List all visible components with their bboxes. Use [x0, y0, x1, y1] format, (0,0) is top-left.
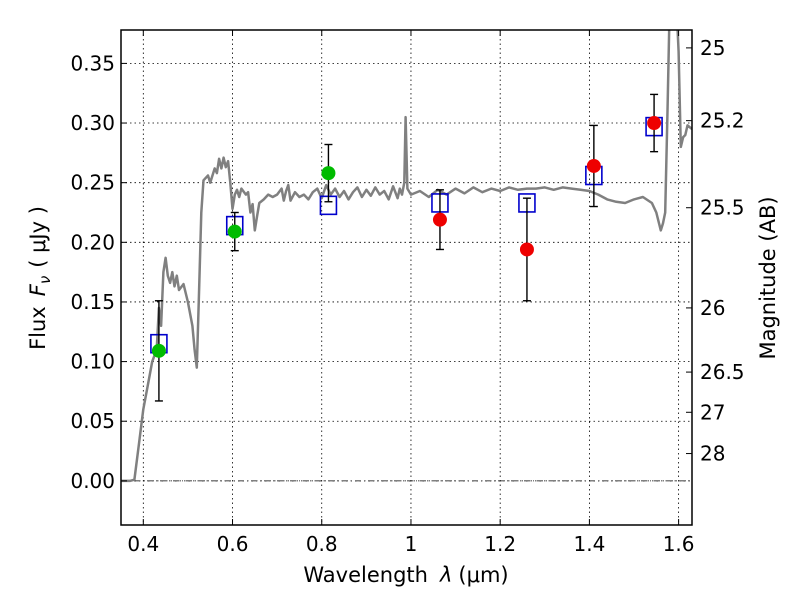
y-tick-label: 0.05 — [70, 409, 115, 433]
y-axis-label: FluxFν( μJy ) — [26, 206, 54, 350]
green-point — [227, 224, 242, 239]
x-tick-label: 0.8 — [306, 532, 338, 556]
x-axis-label: Wavelength λ (μm) — [303, 563, 508, 587]
red-point — [519, 242, 534, 257]
y-tick-label: 0.35 — [70, 51, 115, 75]
red-point — [586, 158, 601, 173]
y-tick-label: 0.30 — [70, 111, 115, 135]
mag-tick-label: 28 — [700, 442, 725, 466]
axis-ticks: 0.4 0.6 0.8 1 1.2 1.4 1.6 0.00 0.05 0.10 0.15 0.20 0… — [70, 30, 745, 556]
mag-tick-label: 25.5 — [700, 196, 745, 220]
x-tick-label: 1.6 — [663, 532, 695, 556]
mag-tick-label: 27 — [700, 400, 725, 424]
model-spectrum-line — [121, 30, 692, 483]
red-point — [647, 116, 662, 131]
y-tick-label: 0.00 — [70, 469, 115, 493]
mag-tick-label: 26 — [700, 296, 725, 320]
mag-tick-label: 25 — [700, 36, 725, 60]
y-tick-label: 0.10 — [70, 350, 115, 374]
plot-series-group — [121, 30, 692, 483]
x-tick-label: 0.6 — [217, 532, 249, 556]
grid-lines — [121, 30, 692, 525]
red-point — [432, 212, 447, 227]
y-tick-label: 0.15 — [70, 290, 115, 314]
y-tick-label: 0.25 — [70, 171, 115, 195]
x-tick-label: 1 — [405, 532, 418, 556]
y-tick-label: 0.20 — [70, 230, 115, 254]
green-point — [151, 343, 166, 358]
y2-axis-label: Magnitude (AB) — [756, 196, 780, 359]
green-point — [321, 166, 336, 181]
x-tick-label: 1.2 — [484, 532, 516, 556]
mag-tick-label: 25.2 — [700, 109, 745, 133]
plot-content — [121, 30, 692, 483]
plot-frame — [120, 29, 693, 526]
x-tick-label: 1.4 — [573, 532, 605, 556]
mag-tick-label: 26.5 — [700, 360, 745, 384]
x-tick-label: 0.4 — [127, 532, 159, 556]
